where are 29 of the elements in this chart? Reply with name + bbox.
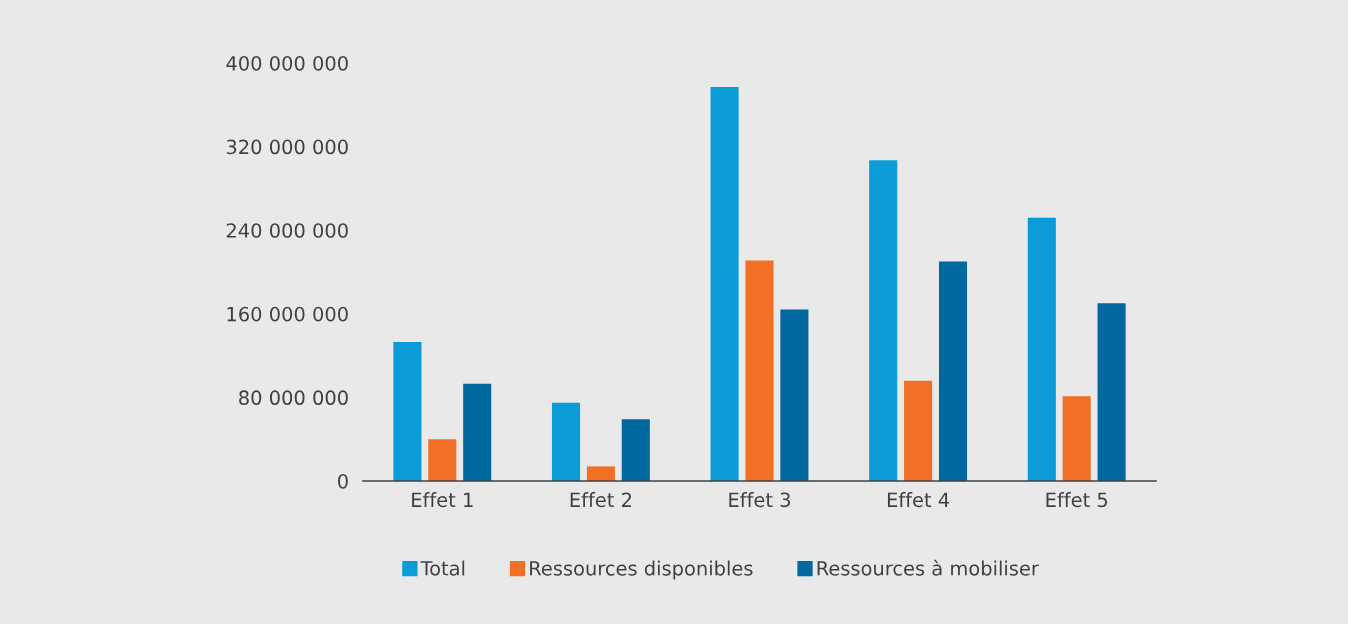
bar <box>869 160 898 481</box>
y-tick-label: 0 <box>338 473 348 489</box>
bar <box>551 402 581 481</box>
bar <box>1027 217 1056 481</box>
bar <box>745 260 774 481</box>
bar <box>938 261 968 481</box>
x-tick-label: Effet 5 <box>1046 492 1108 508</box>
legend-label: Ressources disponibles <box>530 560 753 580</box>
x-tick-label: Effet 1 <box>412 492 473 508</box>
x-tick-label: Effet 2 <box>570 492 632 508</box>
y-tick-label: 400 000 000 <box>226 55 348 71</box>
y-tick-label: 80 000 000 <box>239 390 348 406</box>
legend-label: Ressources à mobiliser <box>817 559 1039 576</box>
bar <box>1062 396 1091 481</box>
x-tick-label: Effet 4 <box>887 492 950 508</box>
y-tick-label: 320 000 000 <box>226 139 348 155</box>
bar <box>463 383 492 481</box>
bar <box>586 466 615 481</box>
x-tick-label: Effet 3 <box>729 492 790 508</box>
bar <box>904 380 933 481</box>
y-tick-label: 160 000 000 <box>227 306 348 322</box>
y-tick-label: 240 000 000 <box>226 223 348 238</box>
bar <box>393 342 422 481</box>
bar <box>710 87 739 481</box>
bar <box>1097 303 1126 481</box>
bar <box>780 309 809 481</box>
bar <box>621 419 650 481</box>
bar <box>428 439 457 481</box>
legend-label: Total <box>420 560 465 576</box>
